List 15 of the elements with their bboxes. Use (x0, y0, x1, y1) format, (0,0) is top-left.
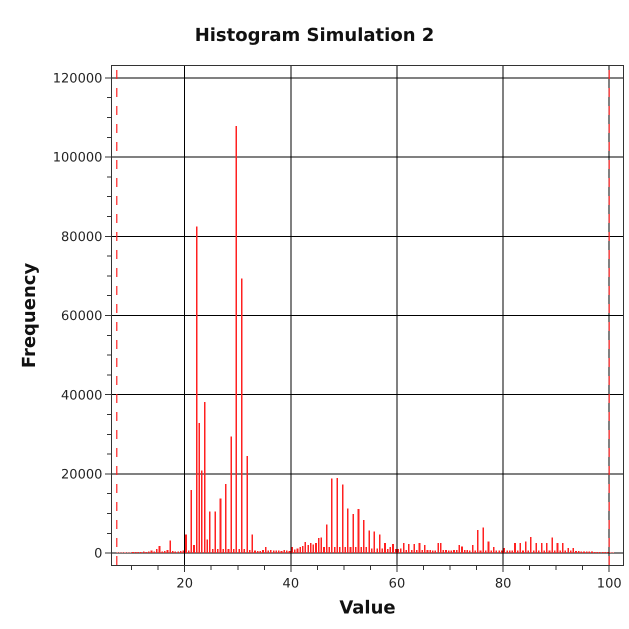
y-tick-label: 80000 (61, 230, 102, 245)
x-tick-label: 80 (494, 576, 512, 592)
y-tick-label: 40000 (61, 388, 102, 404)
y-tick-label: 0 (94, 546, 102, 562)
y-tick-label: 60000 (61, 309, 102, 324)
y-tick-label: 120000 (52, 71, 102, 86)
x-axis-title: Value (339, 598, 396, 619)
chart-title: Histogram Simulation 2 (194, 24, 434, 46)
y-tick-label: 20000 (61, 467, 102, 482)
x-tick-label: 100 (596, 576, 622, 592)
x-tick-label: 60 (388, 576, 406, 592)
x-tick-label: 20 (176, 576, 193, 592)
x-tick-label: 40 (282, 576, 300, 592)
y-tick-label: 100000 (52, 150, 102, 166)
y-axis-title: Frequency (18, 262, 40, 368)
